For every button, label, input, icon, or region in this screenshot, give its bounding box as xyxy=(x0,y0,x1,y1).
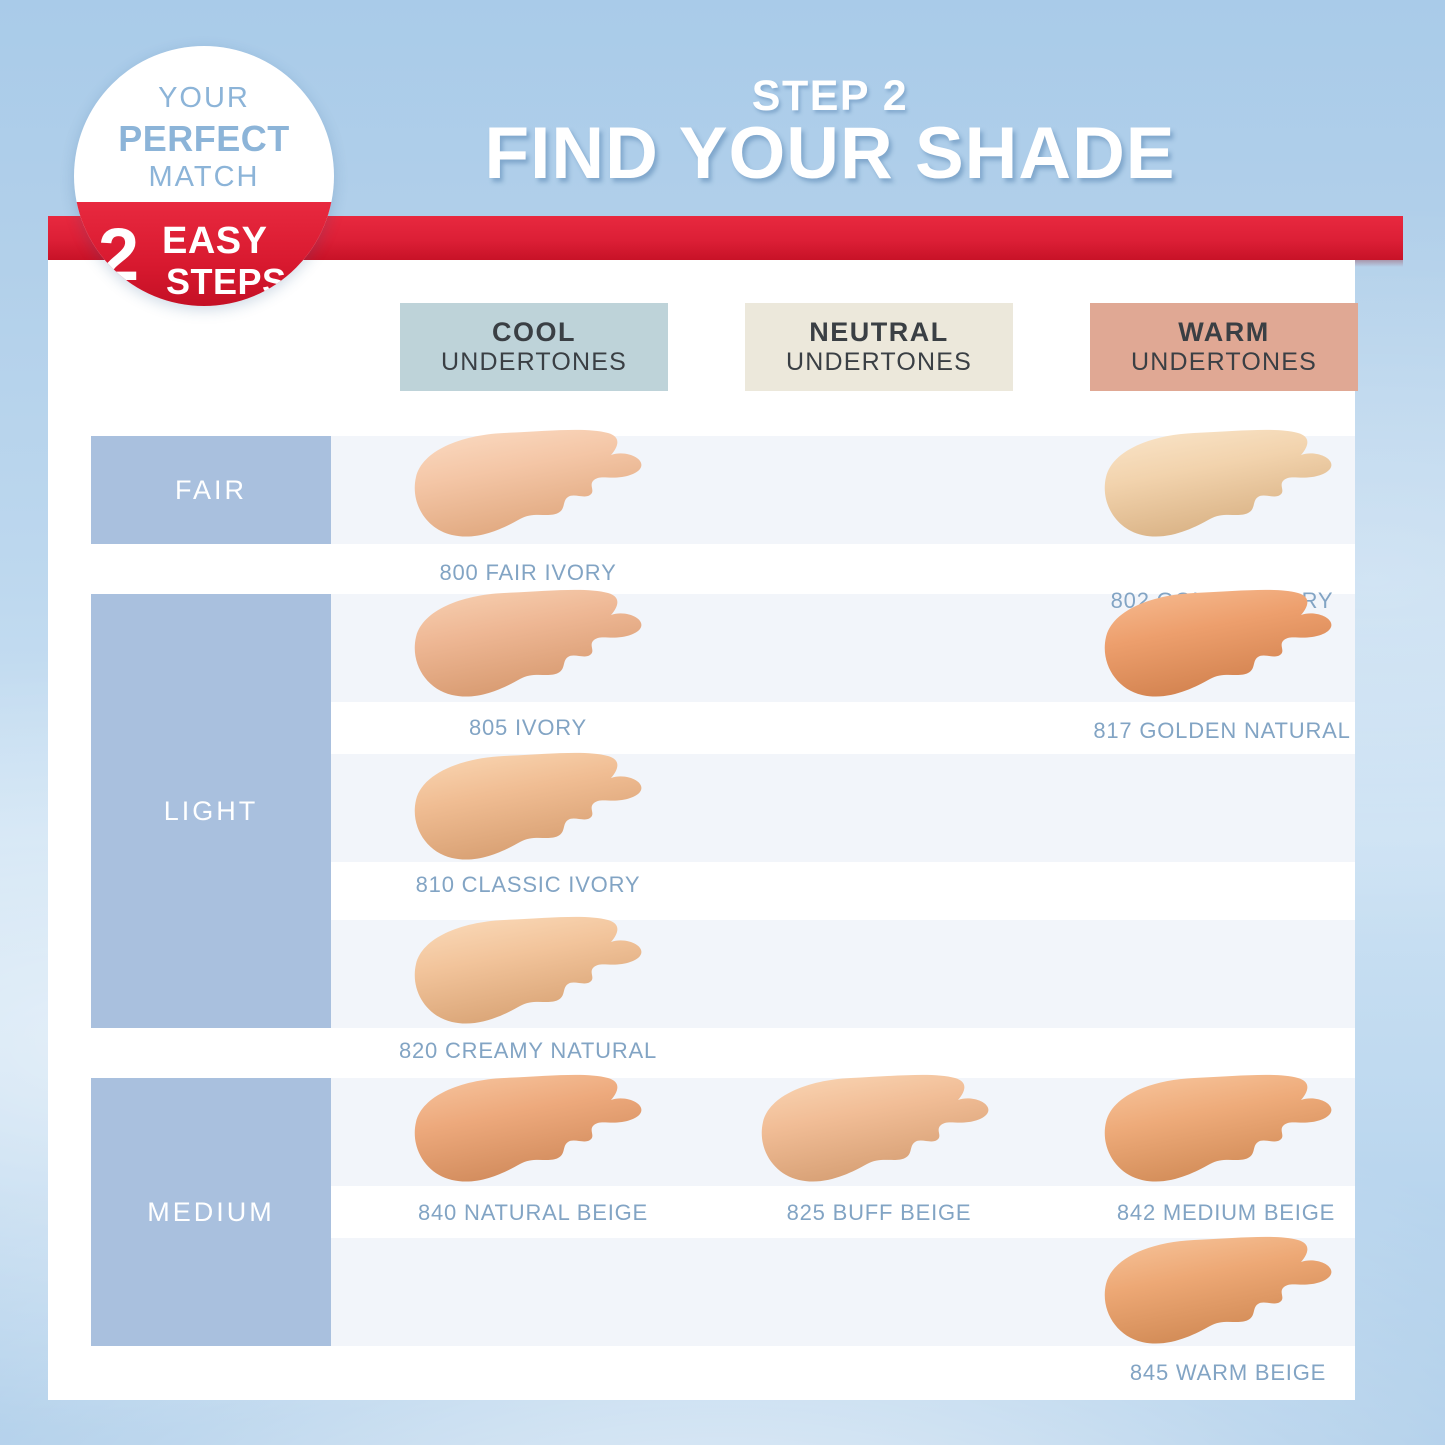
swatch-blob-icon xyxy=(414,429,642,537)
level-block-fair: FAIR xyxy=(91,436,331,544)
swatch-blob-icon xyxy=(414,916,642,1024)
page-title: FIND YOUR SHADE xyxy=(484,113,1176,194)
column-header-cool-title: COOL xyxy=(492,317,576,347)
swatch-label-820: 820 CREAMY NATURAL xyxy=(398,1038,658,1063)
swatch-blob-icon xyxy=(1104,589,1332,697)
level-label-medium: MEDIUM xyxy=(147,1196,275,1227)
swatch-blob-icon xyxy=(414,752,642,860)
swatch-label-842: 842 MEDIUM BEIGE xyxy=(1116,1200,1336,1225)
column-header-cool: COOL UNDERTONES xyxy=(400,303,668,391)
swatch-label-817: 817 GOLDEN NATURAL xyxy=(1093,718,1351,743)
swatch-840-natural-beige[interactable] xyxy=(408,1070,656,1188)
level-block-medium: MEDIUM xyxy=(91,1078,331,1346)
swatch-label-805: 805 IVORY xyxy=(468,715,588,740)
column-header-neutral-title: NEUTRAL xyxy=(809,317,949,347)
column-header-neutral-sub: UNDERTONES xyxy=(785,348,973,376)
swatch-845-warm-beige[interactable] xyxy=(1098,1232,1346,1350)
badge-line-perfect: PERFECT xyxy=(118,118,290,159)
badge-line-steps: STEPS xyxy=(166,261,287,302)
swatch-label-810: 810 CLASSIC IVORY xyxy=(415,872,641,897)
swatch-label-845: 845 WARM BEIGE xyxy=(1129,1360,1327,1385)
swatch-800-fair-ivory[interactable] xyxy=(408,425,656,543)
swatch-802-golden-ivory[interactable] xyxy=(1098,425,1346,543)
badge-red-arc xyxy=(74,202,334,306)
level-block-light: LIGHT xyxy=(91,594,331,1028)
swatch-blob-icon xyxy=(1104,429,1332,537)
swatch-810-classic-ivory[interactable] xyxy=(408,748,656,866)
level-label-light: LIGHT xyxy=(163,795,259,826)
swatch-805-ivory[interactable] xyxy=(408,585,656,703)
swatch-label-825: 825 BUFF BEIGE xyxy=(786,1200,972,1225)
step-label: STEP 2 xyxy=(751,72,909,120)
column-header-cool-sub: UNDERTONES xyxy=(440,348,628,376)
swatch-blob-icon xyxy=(1104,1074,1332,1182)
column-header-neutral: NEUTRAL UNDERTONES xyxy=(745,303,1013,391)
swatch-842-medium-beige[interactable] xyxy=(1098,1070,1346,1188)
column-header-warm: WARM UNDERTONES xyxy=(1090,303,1358,391)
badge-line-easy: EASY xyxy=(162,220,268,262)
badge-number-two: 2 xyxy=(98,213,140,296)
swatch-817-golden-natural[interactable] xyxy=(1098,585,1346,703)
swatch-825-buff-beige[interactable] xyxy=(755,1070,1003,1188)
swatch-label-840: 840 NATURAL BEIGE xyxy=(417,1200,648,1225)
swatch-blob-icon xyxy=(414,589,642,697)
badge-line-match: MATCH xyxy=(148,161,260,193)
perfect-match-badge: YOUR PERFECT MATCH 2 EASY STEPS xyxy=(74,46,334,306)
swatch-label-800: 800 FAIR IVORY xyxy=(439,560,617,585)
swatch-blob-icon xyxy=(414,1074,642,1182)
swatch-blob-icon xyxy=(761,1074,989,1182)
column-header-warm-sub: UNDERTONES xyxy=(1130,348,1318,376)
badge-line-your: YOUR xyxy=(158,82,250,114)
page-header: STEP 2 FIND YOUR SHADE xyxy=(0,0,1445,215)
swatch-blob-icon xyxy=(1104,1236,1332,1344)
level-label-fair: FAIR xyxy=(174,474,247,505)
swatch-820-creamy-natural[interactable] xyxy=(408,912,656,1030)
column-header-warm-title: WARM xyxy=(1178,317,1270,347)
